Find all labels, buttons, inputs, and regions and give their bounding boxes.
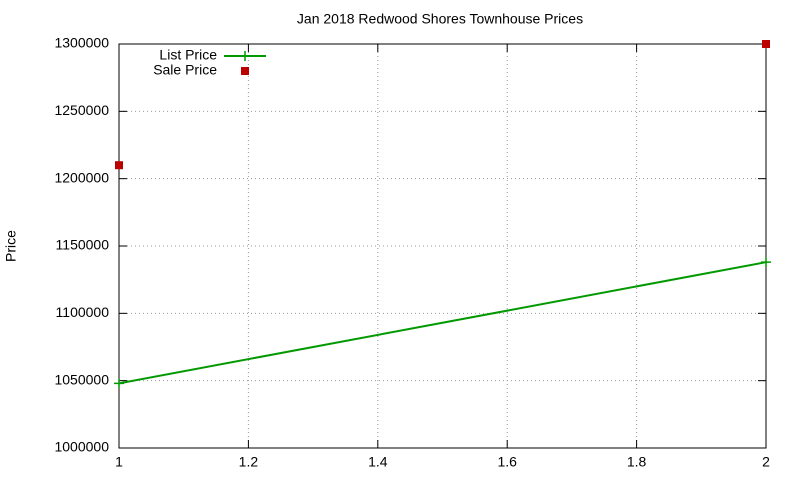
- point-marker: [762, 40, 770, 48]
- x-tick-label: 1.8: [627, 454, 647, 470]
- plot-border: [118, 43, 767, 449]
- legend-label: Sale Price: [153, 62, 217, 78]
- y-tick-label: 1100000: [56, 304, 110, 320]
- x-tick-label: 2: [762, 454, 770, 470]
- legend-swatch: [241, 67, 249, 75]
- x-tick-label: 1.6: [497, 454, 517, 470]
- x-tick-label: 1: [115, 454, 123, 470]
- legend-label: List Price: [159, 47, 217, 63]
- y-axis-label: Price: [3, 230, 19, 262]
- y-tick-label: 1200000: [54, 169, 109, 185]
- y-tick-label: 1000000: [54, 439, 109, 455]
- x-tick-label: 1.4: [368, 454, 388, 470]
- point-marker: [114, 378, 124, 389]
- x-tick-label: 1.2: [239, 454, 259, 470]
- series-line: [118, 261, 767, 385]
- y-tick-label: 1050000: [54, 371, 109, 387]
- chart-title: Jan 2018 Redwood Shores Townhouse Prices: [297, 11, 583, 27]
- point-marker: [115, 161, 123, 170]
- y-tick-label: 1300000: [54, 35, 109, 51]
- y-tick-label: 1150000: [56, 237, 110, 253]
- point-marker: [761, 257, 771, 268]
- legend-swatch: [240, 51, 250, 61]
- y-tick-label: 1250000: [54, 102, 109, 118]
